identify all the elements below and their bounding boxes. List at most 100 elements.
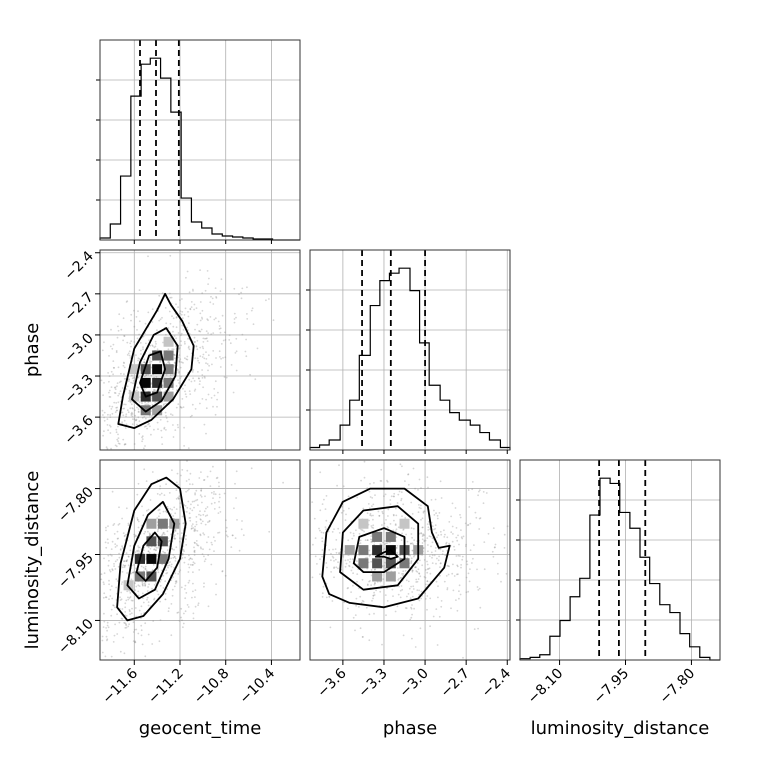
scatter-point bbox=[192, 561, 195, 564]
y-tick-label-1: −2.7 bbox=[61, 289, 96, 324]
scatter-point bbox=[192, 590, 194, 593]
scatter-point bbox=[179, 506, 182, 509]
scatter-point bbox=[110, 386, 113, 388]
scatter-point bbox=[439, 480, 442, 483]
scatter-point bbox=[183, 561, 186, 564]
scatter-point bbox=[383, 564, 386, 567]
scatter-point bbox=[196, 323, 199, 326]
scatter-point bbox=[235, 316, 237, 319]
scatter-point bbox=[373, 543, 376, 546]
scatter-point bbox=[452, 533, 454, 535]
scatter-point bbox=[422, 510, 425, 513]
scatter-point bbox=[369, 580, 371, 582]
scatter-point bbox=[411, 595, 414, 598]
scatter-point bbox=[413, 607, 415, 610]
scatter-point bbox=[124, 606, 127, 609]
scatter-point bbox=[101, 651, 104, 654]
scatter-point bbox=[115, 431, 118, 434]
scatter-point bbox=[445, 541, 448, 544]
scatter-point bbox=[416, 571, 419, 573]
scatter-point bbox=[383, 540, 386, 542]
scatter-point bbox=[142, 584, 144, 587]
scatter-point bbox=[179, 347, 181, 349]
scatter-point bbox=[468, 580, 471, 583]
scatter-point bbox=[423, 576, 426, 578]
scatter-point bbox=[143, 416, 146, 418]
scatter-point bbox=[163, 427, 166, 430]
scatter-point bbox=[222, 339, 225, 342]
scatter-point bbox=[202, 386, 205, 389]
density-cell-9 bbox=[146, 518, 157, 529]
scatter-point bbox=[107, 429, 109, 432]
scatter-point bbox=[185, 544, 188, 546]
scatter-point bbox=[140, 605, 143, 608]
scatter-point bbox=[415, 570, 418, 572]
density-cell-15 bbox=[129, 391, 140, 402]
scatter-point bbox=[142, 597, 144, 599]
scatter-point bbox=[103, 411, 106, 414]
scatter-point bbox=[104, 655, 107, 658]
scatter-point bbox=[143, 361, 146, 364]
scatter-point bbox=[206, 337, 208, 340]
scatter-point bbox=[131, 415, 134, 418]
scatter-point bbox=[438, 555, 440, 558]
scatter-point bbox=[456, 565, 459, 568]
scatter-point bbox=[400, 497, 403, 500]
scatter-point bbox=[195, 543, 198, 545]
scatter-point bbox=[168, 564, 171, 567]
scatter-point bbox=[181, 298, 183, 300]
scatter-point bbox=[147, 546, 150, 549]
scatter-point bbox=[200, 519, 202, 521]
scatter-point bbox=[203, 479, 205, 481]
scatter-point bbox=[124, 622, 127, 625]
scatter-point bbox=[195, 516, 198, 518]
scatter-point bbox=[206, 318, 209, 320]
scatter-point bbox=[175, 406, 178, 409]
x-tick-label-1: −11.2 bbox=[145, 666, 187, 708]
scatter-point bbox=[431, 562, 434, 564]
scatter-point bbox=[367, 503, 370, 505]
scatter-point bbox=[444, 533, 446, 536]
scatter-point bbox=[479, 606, 482, 609]
scatter-point bbox=[414, 646, 417, 648]
scatter-point bbox=[372, 594, 375, 597]
scatter-point bbox=[385, 542, 387, 545]
scatter-point bbox=[107, 554, 110, 557]
scatter-point bbox=[208, 520, 211, 523]
scatter-point bbox=[127, 352, 130, 355]
scatter-point bbox=[123, 621, 126, 624]
scatter-point bbox=[215, 297, 218, 299]
scatter-point bbox=[203, 560, 206, 563]
scatter-point bbox=[120, 328, 123, 331]
scatter-point bbox=[362, 507, 365, 510]
y-tick-label-2: −8.10 bbox=[55, 616, 97, 658]
scatter-point bbox=[180, 607, 183, 610]
scatter-point bbox=[379, 480, 382, 482]
scatter-point bbox=[172, 556, 175, 559]
scatter-point bbox=[199, 355, 202, 358]
scatter-point bbox=[173, 353, 176, 356]
scatter-point bbox=[212, 332, 215, 334]
scatter-point bbox=[223, 376, 226, 378]
scatter-point bbox=[374, 582, 376, 584]
scatter-point bbox=[190, 301, 193, 303]
scatter-point bbox=[170, 603, 173, 605]
scatter-point bbox=[188, 512, 191, 515]
scatter-point bbox=[359, 595, 362, 598]
scatter-point bbox=[178, 361, 181, 363]
scatter-point bbox=[130, 381, 133, 384]
scatter-point bbox=[102, 596, 105, 599]
scatter-point bbox=[136, 406, 138, 409]
scatter-point bbox=[200, 489, 203, 492]
scatter-point bbox=[311, 501, 314, 503]
scatter-point bbox=[214, 540, 216, 542]
scatter-point bbox=[360, 528, 363, 531]
scatter-point bbox=[426, 537, 429, 539]
scatter-point bbox=[128, 597, 131, 599]
scatter-point bbox=[120, 372, 122, 375]
scatter-point bbox=[478, 489, 481, 492]
scatter-point bbox=[465, 543, 467, 546]
scatter-point bbox=[429, 625, 431, 628]
scatter-point bbox=[433, 514, 436, 516]
